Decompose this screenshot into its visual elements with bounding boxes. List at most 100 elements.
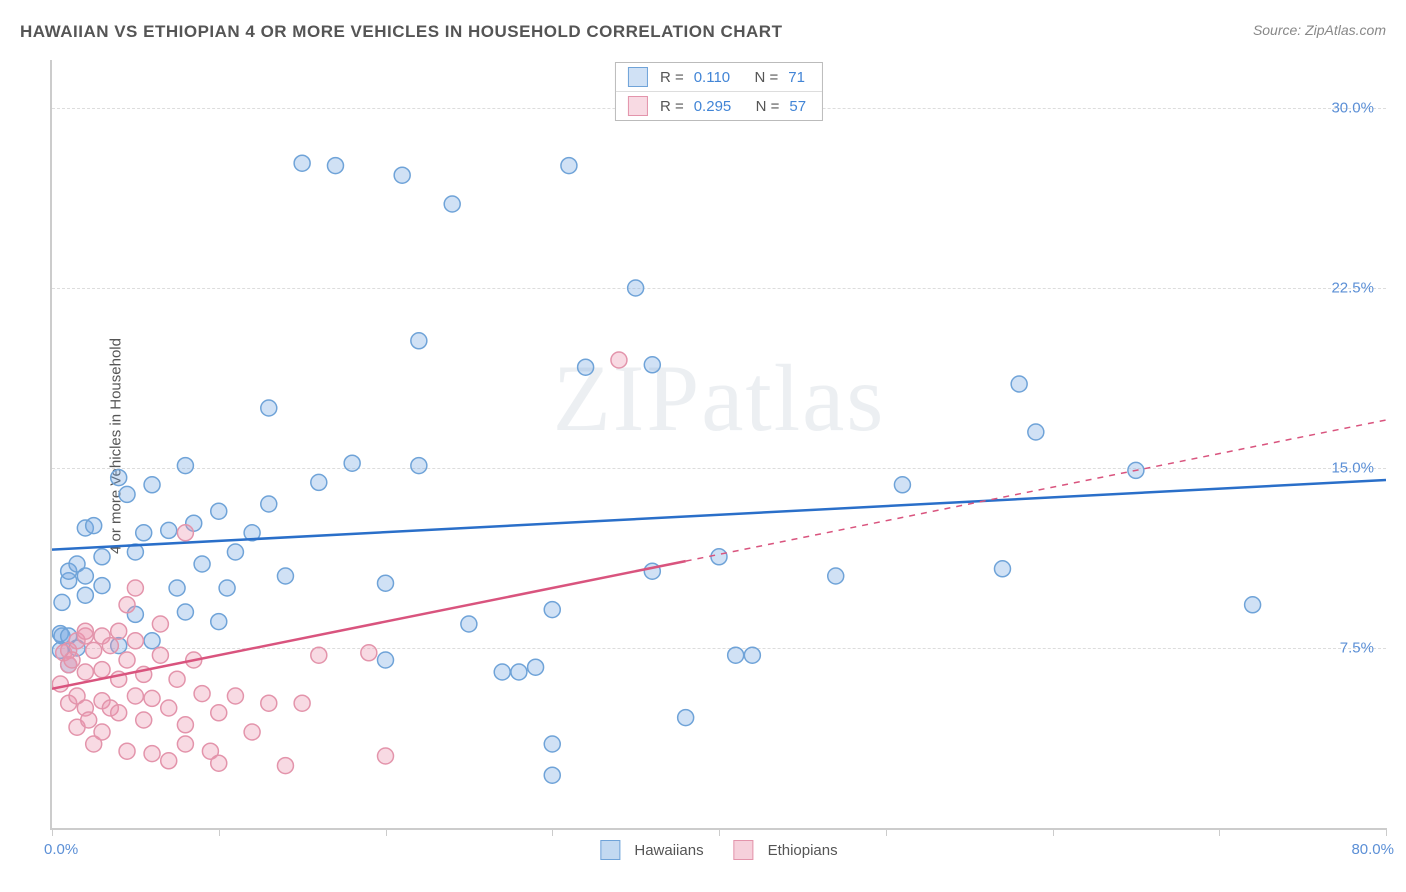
scatter-point bbox=[394, 167, 410, 183]
scatter-point bbox=[211, 614, 227, 630]
scatter-point bbox=[61, 642, 77, 658]
scatter-point bbox=[1128, 462, 1144, 478]
scatter-point bbox=[528, 659, 544, 675]
scatter-point bbox=[1011, 376, 1027, 392]
scatter-point bbox=[111, 671, 127, 687]
gridline bbox=[52, 288, 1386, 289]
scatter-point bbox=[227, 688, 243, 704]
scatter-point bbox=[277, 568, 293, 584]
scatter-point bbox=[127, 633, 143, 649]
scatter-point bbox=[177, 604, 193, 620]
scatter-point bbox=[61, 695, 77, 711]
stats-row-ethiopians: R = 0.295 N = 57 bbox=[616, 91, 822, 120]
scatter-point bbox=[678, 710, 694, 726]
scatter-point bbox=[161, 753, 177, 769]
scatter-point bbox=[161, 700, 177, 716]
scatter-point bbox=[69, 688, 85, 704]
scatter-point bbox=[544, 736, 560, 752]
scatter-point bbox=[177, 525, 193, 541]
scatter-point bbox=[119, 652, 135, 668]
scatter-point bbox=[119, 486, 135, 502]
scatter-point bbox=[161, 522, 177, 538]
scatter-point bbox=[894, 477, 910, 493]
scatter-point bbox=[186, 515, 202, 531]
scatter-point bbox=[54, 594, 70, 610]
scatter-point bbox=[152, 647, 168, 663]
scatter-point bbox=[219, 580, 235, 596]
scatter-point bbox=[169, 580, 185, 596]
regression-line-extrapolated bbox=[686, 420, 1386, 561]
scatter-point bbox=[561, 158, 577, 174]
scatter-point bbox=[711, 549, 727, 565]
scatter-point bbox=[144, 633, 160, 649]
scatter-point bbox=[81, 712, 97, 728]
scatter-point bbox=[494, 664, 510, 680]
scatter-point bbox=[744, 647, 760, 663]
scatter-point bbox=[194, 556, 210, 572]
y-tick-label: 15.0% bbox=[1331, 460, 1374, 477]
x-tick bbox=[886, 828, 887, 836]
scatter-point bbox=[69, 719, 85, 735]
gridline bbox=[52, 648, 1386, 649]
scatter-point bbox=[111, 638, 127, 654]
scatter-point bbox=[52, 676, 68, 692]
scatter-point bbox=[294, 155, 310, 171]
scatter-point bbox=[411, 333, 427, 349]
swatch-hawaiians bbox=[600, 840, 620, 860]
r-label: R = bbox=[660, 69, 684, 86]
scatter-point bbox=[378, 652, 394, 668]
scatter-point bbox=[327, 158, 343, 174]
scatter-point bbox=[152, 616, 168, 632]
scatter-point bbox=[311, 474, 327, 490]
scatter-point bbox=[261, 400, 277, 416]
scatter-point bbox=[544, 767, 560, 783]
x-tick bbox=[1219, 828, 1220, 836]
scatter-point bbox=[211, 503, 227, 519]
scatter-point bbox=[77, 568, 93, 584]
scatter-point bbox=[994, 561, 1010, 577]
scatter-point bbox=[111, 623, 127, 639]
scatter-point bbox=[69, 633, 85, 649]
scatter-point bbox=[177, 717, 193, 733]
scatter-point bbox=[94, 549, 110, 565]
watermark: ZIPatlas bbox=[553, 343, 886, 453]
scatter-point bbox=[119, 597, 135, 613]
scatter-point bbox=[144, 477, 160, 493]
y-tick-label: 30.0% bbox=[1331, 100, 1374, 117]
chart-container: HAWAIIAN VS ETHIOPIAN 4 OR MORE VEHICLES… bbox=[0, 0, 1406, 892]
scatter-point bbox=[244, 525, 260, 541]
scatter-point bbox=[186, 652, 202, 668]
scatter-point bbox=[244, 724, 260, 740]
scatter-point bbox=[86, 518, 102, 534]
scatter-point bbox=[261, 695, 277, 711]
scatter-svg bbox=[52, 60, 1386, 828]
scatter-point bbox=[77, 700, 93, 716]
scatter-point bbox=[194, 686, 210, 702]
scatter-point bbox=[644, 357, 660, 373]
x-min-label: 0.0% bbox=[44, 841, 78, 858]
scatter-point bbox=[136, 712, 152, 728]
scatter-point bbox=[511, 664, 527, 680]
swatch-ethiopians bbox=[734, 840, 754, 860]
scatter-point bbox=[61, 657, 77, 673]
legend-label: Ethiopians bbox=[768, 842, 838, 859]
scatter-point bbox=[211, 705, 227, 721]
scatter-point bbox=[177, 736, 193, 752]
stats-row-hawaiians: R = 0.110 N = 71 bbox=[616, 63, 822, 91]
scatter-point bbox=[77, 587, 93, 603]
swatch-ethiopians bbox=[628, 96, 648, 116]
scatter-point bbox=[54, 628, 70, 644]
legend-label: Hawaiians bbox=[634, 842, 703, 859]
scatter-point bbox=[828, 568, 844, 584]
scatter-point bbox=[261, 496, 277, 512]
scatter-point bbox=[52, 642, 68, 658]
n-label: N = bbox=[756, 98, 780, 115]
scatter-point bbox=[111, 470, 127, 486]
r-value: 0.110 bbox=[694, 69, 730, 86]
n-label: N = bbox=[754, 69, 778, 86]
scatter-point bbox=[136, 525, 152, 541]
source-label: Source: ZipAtlas.com bbox=[1253, 22, 1386, 38]
scatter-point bbox=[1028, 424, 1044, 440]
regression-line bbox=[52, 561, 686, 689]
scatter-point bbox=[77, 623, 93, 639]
